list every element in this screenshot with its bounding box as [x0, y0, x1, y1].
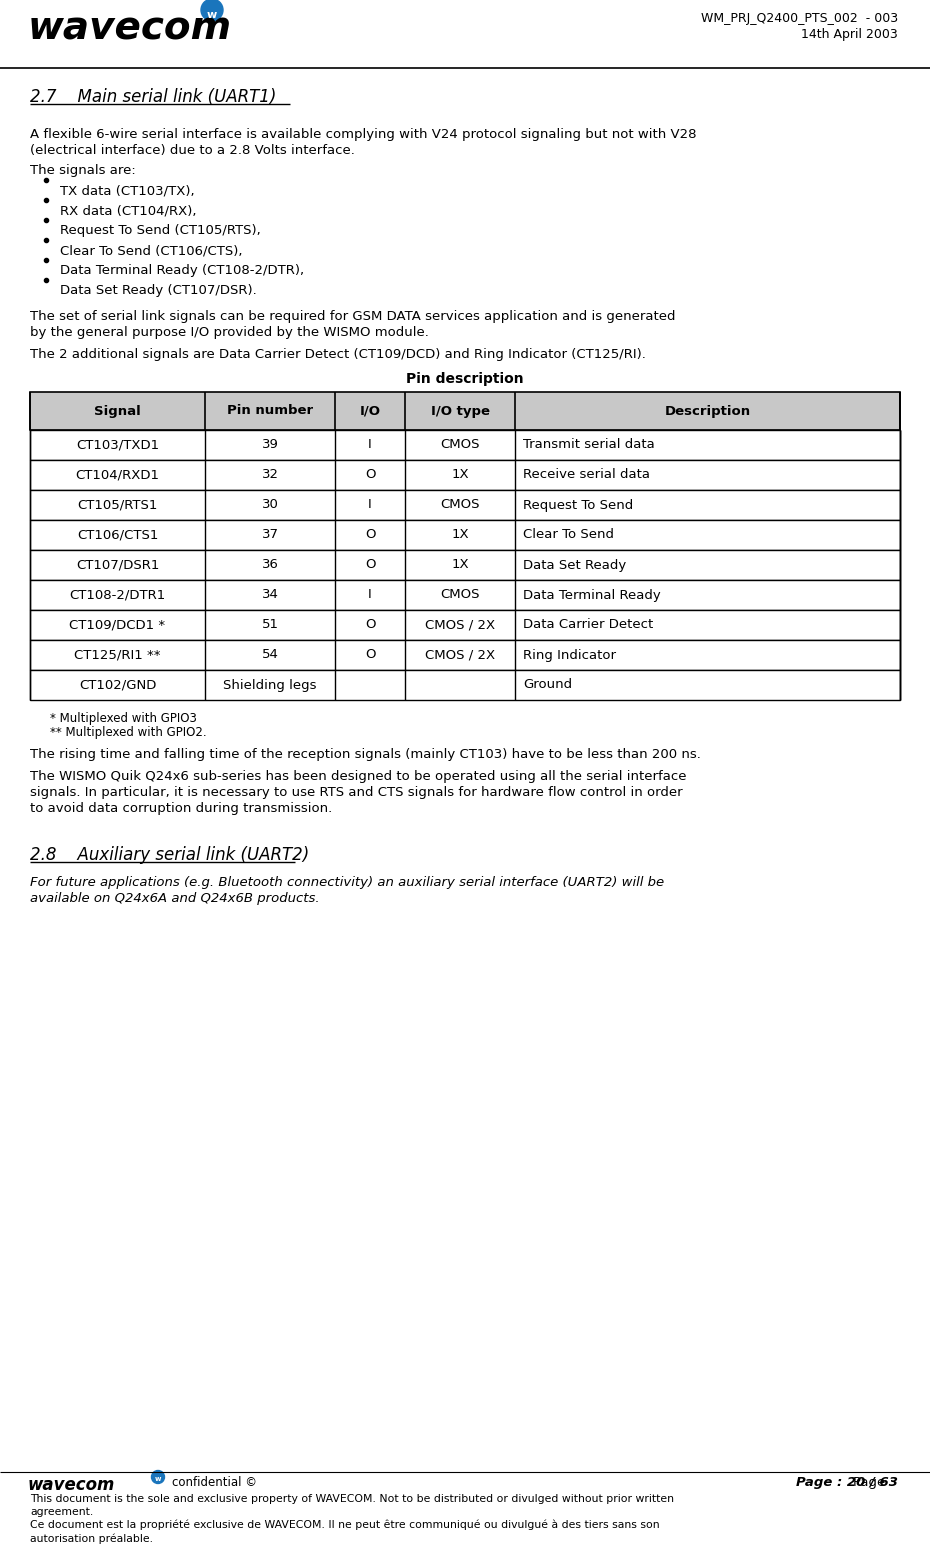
Text: Ce document est la propriété exclusive de WAVECOM. Il ne peut être communiqué ou: Ce document est la propriété exclusive d… [30, 1520, 659, 1531]
Text: 2.7    Main serial link (UART1): 2.7 Main serial link (UART1) [30, 88, 276, 107]
Text: Request To Send: Request To Send [523, 498, 633, 512]
Text: Transmit serial data: Transmit serial data [523, 439, 655, 451]
Text: Page :: Page : [853, 1476, 898, 1489]
Text: agreement.: agreement. [30, 1507, 93, 1517]
Ellipse shape [152, 1470, 165, 1484]
Text: available on Q24x6A and Q24x6B products.: available on Q24x6A and Q24x6B products. [30, 892, 320, 904]
Text: CT105/RTS1: CT105/RTS1 [77, 498, 158, 512]
Text: I/O: I/O [360, 405, 380, 417]
Bar [30, 640, 900, 669]
Text: Receive serial data: Receive serial data [523, 468, 650, 481]
Text: RX data (CT104/RX),: RX data (CT104/RX), [60, 204, 196, 216]
Text: CT103/TXD1: CT103/TXD1 [76, 439, 159, 451]
Text: O: O [365, 468, 375, 481]
Text: Data Terminal Ready (CT108-2/DTR),: Data Terminal Ready (CT108-2/DTR), [60, 264, 304, 277]
Text: I: I [368, 439, 372, 451]
Text: The WISMO Quik Q24x6 sub-series has been designed to be operated using all the s: The WISMO Quik Q24x6 sub-series has been… [30, 770, 686, 782]
Text: CT125/RI1 **: CT125/RI1 ** [74, 648, 161, 662]
Text: CT102/GND: CT102/GND [79, 679, 156, 691]
Text: signals. In particular, it is necessary to use RTS and CTS signals for hardware : signals. In particular, it is necessary … [30, 785, 683, 799]
Text: Clear To Send (CT106/CTS),: Clear To Send (CT106/CTS), [60, 244, 243, 257]
Text: Page : 20 / 63: Page : 20 / 63 [796, 1476, 898, 1489]
Text: The set of serial link signals can be required for GSM DATA services application: The set of serial link signals can be re… [30, 311, 675, 323]
Text: 51: 51 [261, 618, 278, 631]
Text: O: O [365, 558, 375, 572]
Text: (electrical interface) due to a 2.8 Volts interface.: (electrical interface) due to a 2.8 Volt… [30, 144, 355, 158]
Text: 34: 34 [261, 589, 278, 601]
Text: O: O [365, 529, 375, 541]
Text: 1X: 1X [451, 468, 469, 481]
Text: For future applications (e.g. Bluetooth connectivity) an auxiliary serial interf: For future applications (e.g. Bluetooth … [30, 877, 664, 889]
Text: The signals are:: The signals are: [30, 164, 136, 176]
Text: 14th April 2003: 14th April 2003 [802, 28, 898, 42]
Text: 2.8    Auxiliary serial link (UART2): 2.8 Auxiliary serial link (UART2) [30, 846, 310, 864]
Bar [30, 519, 900, 550]
Bar [30, 580, 900, 611]
Text: Signal: Signal [94, 405, 140, 417]
Text: CMOS: CMOS [440, 589, 480, 601]
Text: Data Carrier Detect: Data Carrier Detect [523, 618, 653, 631]
Bar [30, 461, 900, 490]
Text: confidential ©: confidential © [172, 1476, 257, 1489]
Text: Description: Description [664, 405, 751, 417]
Text: 37: 37 [261, 529, 278, 541]
Text: The 2 additional signals are Data Carrier Detect (CT109/DCD) and Ring Indicator : The 2 additional signals are Data Carrie… [30, 348, 645, 362]
Bar [30, 393, 900, 430]
Text: The rising time and falling time of the reception signals (mainly CT103) have to: The rising time and falling time of the … [30, 748, 701, 761]
Text: Data Set Ready: Data Set Ready [523, 558, 626, 572]
Text: by the general purpose I/O provided by the WISMO module.: by the general purpose I/O provided by t… [30, 326, 429, 339]
Bar [30, 550, 900, 580]
Text: Data Set Ready (CT107/DSR).: Data Set Ready (CT107/DSR). [60, 284, 257, 297]
Text: CT104/RXD1: CT104/RXD1 [75, 468, 160, 481]
Text: CT106/CTS1: CT106/CTS1 [77, 529, 158, 541]
Text: 1X: 1X [451, 529, 469, 541]
Text: Request To Send (CT105/RTS),: Request To Send (CT105/RTS), [60, 224, 260, 237]
Text: to avoid data corruption during transmission.: to avoid data corruption during transmis… [30, 802, 332, 815]
Text: autorisation préalable.: autorisation préalable. [30, 1534, 153, 1543]
Text: ** Multiplexed with GPIO2.: ** Multiplexed with GPIO2. [50, 727, 206, 739]
Text: CMOS: CMOS [440, 498, 480, 512]
Text: I/O type: I/O type [431, 405, 489, 417]
Bar [30, 430, 900, 461]
Ellipse shape [201, 0, 223, 22]
Text: WM_PRJ_Q2400_PTS_002  - 003: WM_PRJ_Q2400_PTS_002 - 003 [701, 12, 898, 25]
Text: 30: 30 [261, 498, 278, 512]
Bar [30, 669, 900, 700]
Text: A flexible 6-wire serial interface is available complying with V24 protocol sign: A flexible 6-wire serial interface is av… [30, 128, 697, 141]
Text: Clear To Send: Clear To Send [523, 529, 614, 541]
Text: This document is the sole and exclusive property of WAVECOM. Not to be distribut: This document is the sole and exclusive … [30, 1493, 674, 1504]
Text: CT108-2/DTR1: CT108-2/DTR1 [70, 589, 166, 601]
Text: 36: 36 [261, 558, 278, 572]
Text: 39: 39 [261, 439, 278, 451]
Text: CT109/DCD1 *: CT109/DCD1 * [70, 618, 166, 631]
Text: wavecom: wavecom [28, 1476, 115, 1493]
Text: 32: 32 [261, 468, 278, 481]
Text: O: O [365, 618, 375, 631]
Text: I: I [368, 498, 372, 512]
Text: Shielding legs: Shielding legs [223, 679, 317, 691]
Bar [30, 611, 900, 640]
Text: O: O [365, 648, 375, 662]
Text: w: w [154, 1476, 161, 1483]
Text: * Multiplexed with GPIO3: * Multiplexed with GPIO3 [50, 713, 197, 725]
Text: 54: 54 [261, 648, 278, 662]
Bar [30, 490, 900, 519]
Text: CMOS / 2X: CMOS / 2X [425, 648, 495, 662]
Text: wavecom: wavecom [28, 9, 232, 48]
Text: Ground: Ground [523, 679, 572, 691]
Text: Data Terminal Ready: Data Terminal Ready [523, 589, 660, 601]
Text: I: I [368, 589, 372, 601]
Text: TX data (CT103/TX),: TX data (CT103/TX), [60, 184, 194, 196]
Text: Pin number: Pin number [227, 405, 313, 417]
Text: CMOS: CMOS [440, 439, 480, 451]
Text: w: w [206, 9, 217, 20]
Text: CMOS / 2X: CMOS / 2X [425, 618, 495, 631]
Text: CT107/DSR1: CT107/DSR1 [76, 558, 159, 572]
Text: Ring Indicator: Ring Indicator [523, 648, 616, 662]
Text: 1X: 1X [451, 558, 469, 572]
Text: Pin description: Pin description [406, 373, 524, 386]
